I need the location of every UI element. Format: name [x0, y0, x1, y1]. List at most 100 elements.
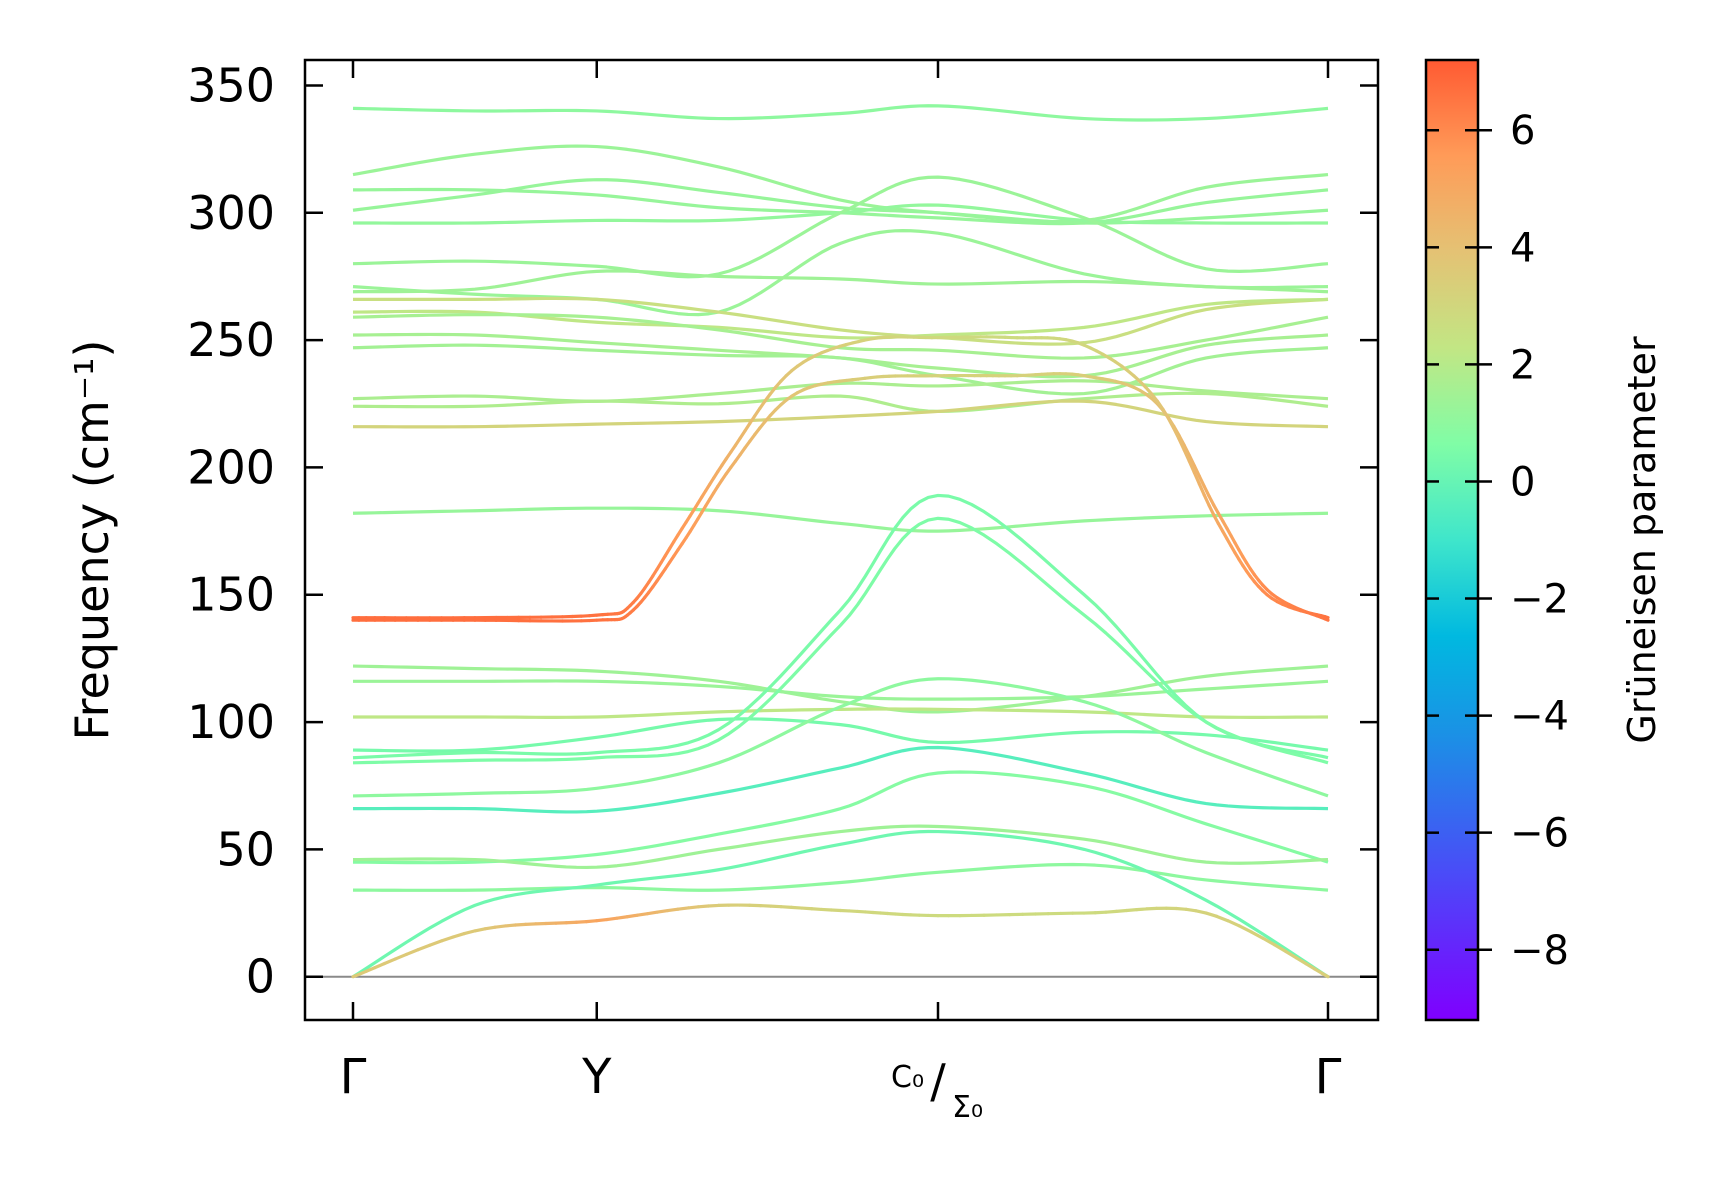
phonon-band-b24: [352, 493, 1329, 760]
band-line: [352, 824, 1329, 870]
x-tick-label-sub: Σ₀: [952, 1090, 983, 1125]
band-segment: [1284, 949, 1299, 960]
band-segment: [676, 906, 690, 911]
phonon-band-b12: [352, 332, 1329, 379]
colorbar-tick-label: −4: [1510, 694, 1569, 740]
band-segment: [1273, 943, 1288, 954]
phonon-band-b26: [352, 677, 1329, 798]
x-axis: Γ Y C₀ / Σ₀ Γ: [340, 60, 1342, 1125]
band-segment: [1261, 936, 1277, 947]
band-segment: [503, 923, 518, 928]
y-tick-label: 0: [246, 950, 275, 1004]
band-line: [352, 677, 1329, 798]
band-segment: [513, 922, 528, 927]
phonon-band-b15: [352, 391, 1329, 414]
phonon-band-b21: [353, 679, 1329, 701]
band-segment: [1192, 471, 1201, 486]
band-line: [352, 391, 1329, 414]
band-segment: [1204, 911, 1219, 918]
band-segment: [416, 943, 432, 952]
phonon-band-b01: [352, 104, 1329, 122]
band-segment: [1215, 914, 1230, 923]
phonon-band-b25: [352, 516, 1329, 765]
plot-frame: [303, 58, 1380, 1022]
colorbar-tick-label: 6: [1510, 108, 1535, 154]
band-segment: [1226, 919, 1242, 928]
band-line: [352, 862, 1329, 892]
band-line: [352, 343, 1329, 396]
band-line: [353, 679, 1329, 701]
band-segment: [1174, 906, 1188, 911]
band-line: [352, 229, 1329, 317]
band-line: [353, 707, 1329, 719]
band-segment: [1212, 513, 1220, 526]
band-line: [352, 178, 1329, 225]
band-segment: [615, 915, 629, 920]
phonon-band-b13: [352, 343, 1329, 396]
colorbar-tick-label: 0: [1510, 459, 1535, 505]
band-line: [352, 332, 1329, 379]
band-segment: [1155, 399, 1165, 411]
band-segment: [393, 952, 408, 961]
y-tick-label: 150: [187, 568, 275, 622]
band-segment: [696, 904, 711, 909]
phonon-band-b07: [352, 229, 1329, 317]
band-line: [352, 144, 1329, 224]
y-tick-label: 350: [187, 58, 275, 112]
band-line: [352, 379, 1329, 403]
phonon-band-b19: [351, 335, 1330, 620]
band-segment: [810, 907, 824, 912]
band-segment: [819, 907, 833, 912]
band-segment: [1207, 494, 1216, 507]
band-segment: [1237, 924, 1253, 934]
band-segment: [1187, 459, 1197, 475]
band-segment: [1197, 482, 1206, 497]
band-segment: [706, 903, 721, 908]
band-line: [352, 493, 1329, 760]
x-tick-label-main: C₀: [891, 1060, 924, 1095]
band-segment: [1125, 908, 1139, 913]
band-segment: [1161, 407, 1170, 420]
band-segment: [595, 917, 609, 923]
band-segment: [373, 961, 387, 970]
band-segment: [1323, 615, 1330, 620]
band-segment: [656, 908, 670, 914]
y-axis: 0 50 100 150 200 250 300 350: [187, 58, 1378, 1004]
phonon-band-b27: [352, 745, 1329, 814]
band-segment: [383, 957, 397, 966]
band-segment: [483, 925, 497, 931]
colorbar-tick-label: 2: [1510, 342, 1535, 388]
colorbar-tick-label: −8: [1510, 928, 1569, 974]
band-segment: [1192, 464, 1201, 478]
band-segment: [1093, 910, 1108, 915]
band-segment: [1145, 906, 1159, 911]
phonon-band-b10: [352, 297, 1329, 340]
band-line: [352, 297, 1329, 340]
band-segment: [462, 929, 477, 936]
band-line: [352, 829, 1329, 979]
band-segment: [1172, 426, 1181, 441]
phonon-band-b04: [352, 178, 1329, 225]
band-segment: [789, 905, 804, 910]
band-segment: [1114, 908, 1129, 913]
x-tick-label: Y: [581, 1049, 612, 1105]
band-line: [353, 296, 1329, 346]
band-segment: [493, 924, 507, 929]
band-line: [352, 104, 1329, 122]
x-tick-label: Γ: [340, 1049, 367, 1105]
colorbar-tick-label: 4: [1510, 225, 1535, 271]
band-segment: [1135, 907, 1149, 912]
y-tick-label: 50: [216, 822, 275, 876]
phonon-band-b18: [351, 372, 1330, 623]
band-segment: [1207, 503, 1216, 517]
band-segment: [666, 907, 680, 913]
phonon-band-b29: [352, 824, 1329, 870]
band-segment: [1197, 474, 1206, 488]
band-segment: [635, 912, 650, 917]
x-tick-label: Γ: [1315, 1049, 1342, 1105]
colorbar: [1424, 58, 1480, 1022]
band-segment: [1294, 956, 1308, 966]
y-tick-label: 250: [187, 313, 275, 367]
colorbar-axis: 6 4 2 0 −2 −4 −6 −8: [1426, 108, 1569, 974]
